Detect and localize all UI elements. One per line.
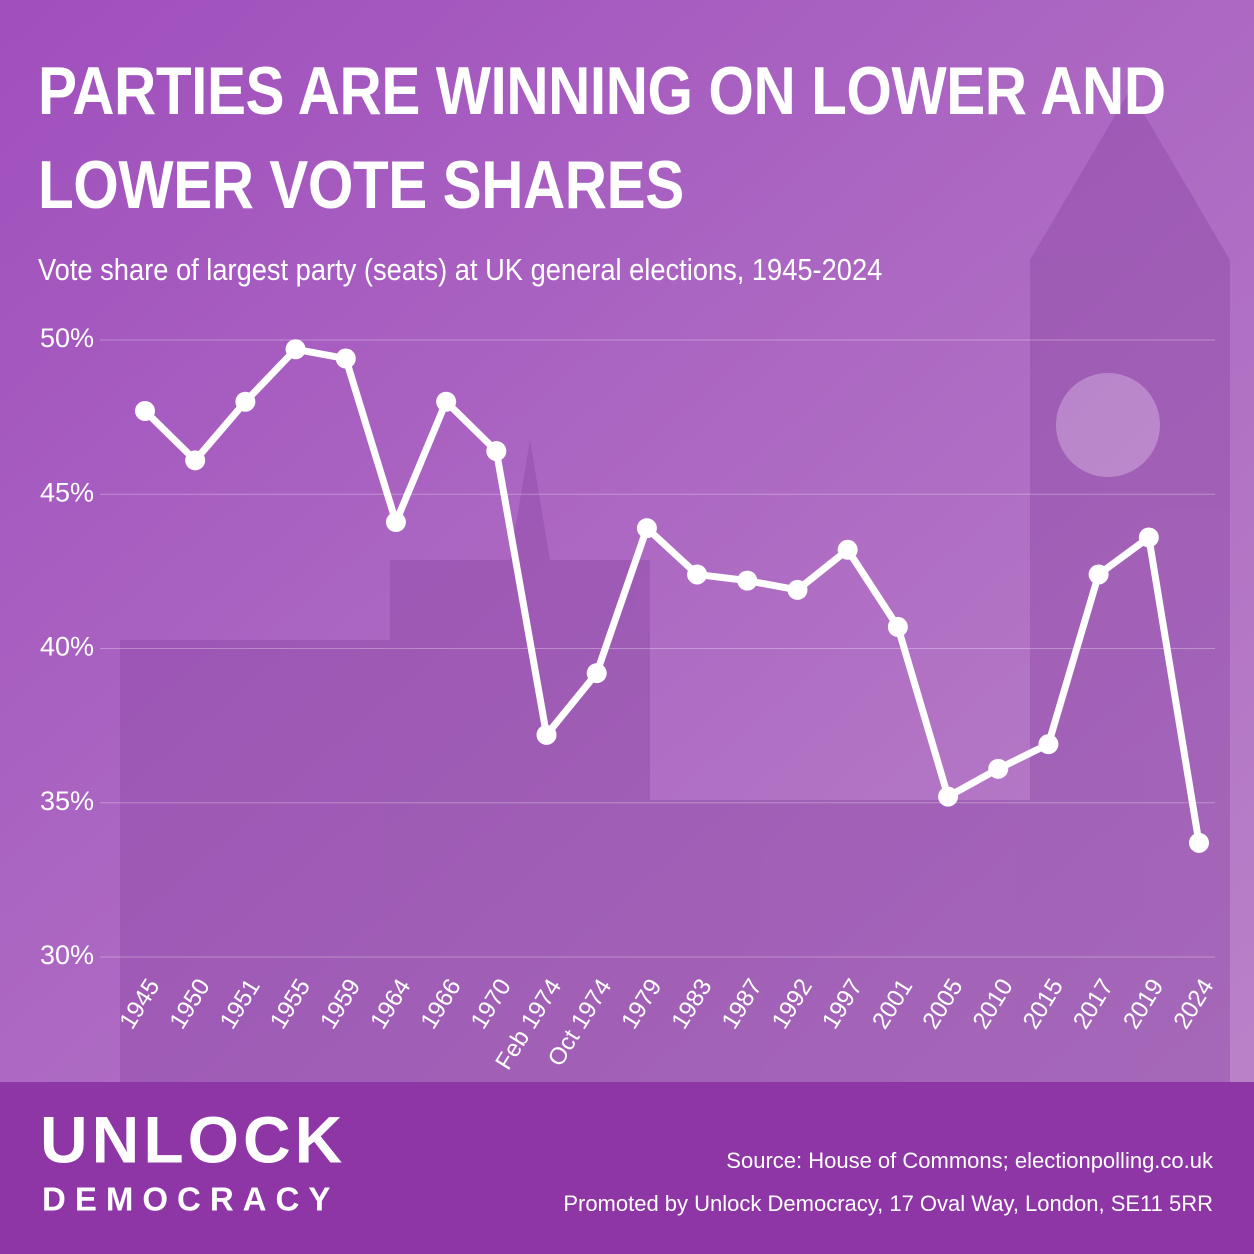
parliament-silhouette	[120, 90, 1230, 1082]
point	[536, 724, 557, 745]
point	[1189, 832, 1209, 853]
point	[737, 570, 758, 591]
point	[938, 786, 959, 807]
point	[235, 391, 256, 412]
point	[285, 339, 306, 360]
y-tick-label: 45%	[40, 477, 94, 507]
point	[335, 348, 356, 369]
y-tick-label: 50%	[40, 323, 94, 353]
chart-title: PARTIES ARE WINNING ON LOWER AND LOWER V…	[38, 53, 1166, 223]
point	[436, 391, 457, 412]
footer-band	[0, 1082, 1254, 1254]
point	[1138, 527, 1159, 548]
point	[1038, 734, 1059, 755]
point	[586, 663, 607, 684]
point	[385, 512, 406, 533]
point	[787, 579, 808, 600]
point	[135, 400, 155, 421]
point	[185, 450, 206, 471]
y-tick-label: 30%	[40, 940, 94, 970]
y-tick-label: 40%	[40, 632, 94, 662]
line	[142, 345, 1203, 844]
promoted-by: Promoted by Unlock Democracy, 17 Oval Wa…	[563, 1191, 1213, 1216]
point	[1088, 564, 1109, 585]
logo-line-2: DEMOCRACY	[42, 1181, 339, 1218]
point	[837, 539, 858, 560]
point	[486, 441, 507, 462]
subtitle: Vote share of largest party (seats) at U…	[38, 254, 882, 288]
point	[636, 518, 657, 539]
point	[887, 616, 908, 637]
source: Source: House of Commons; electionpollin…	[726, 1148, 1214, 1173]
point	[687, 564, 708, 585]
logo-line-1: UNLOCK	[40, 1102, 346, 1176]
y-tick-label: 35%	[40, 786, 94, 816]
background	[0, 0, 1254, 1082]
point	[988, 758, 1009, 779]
